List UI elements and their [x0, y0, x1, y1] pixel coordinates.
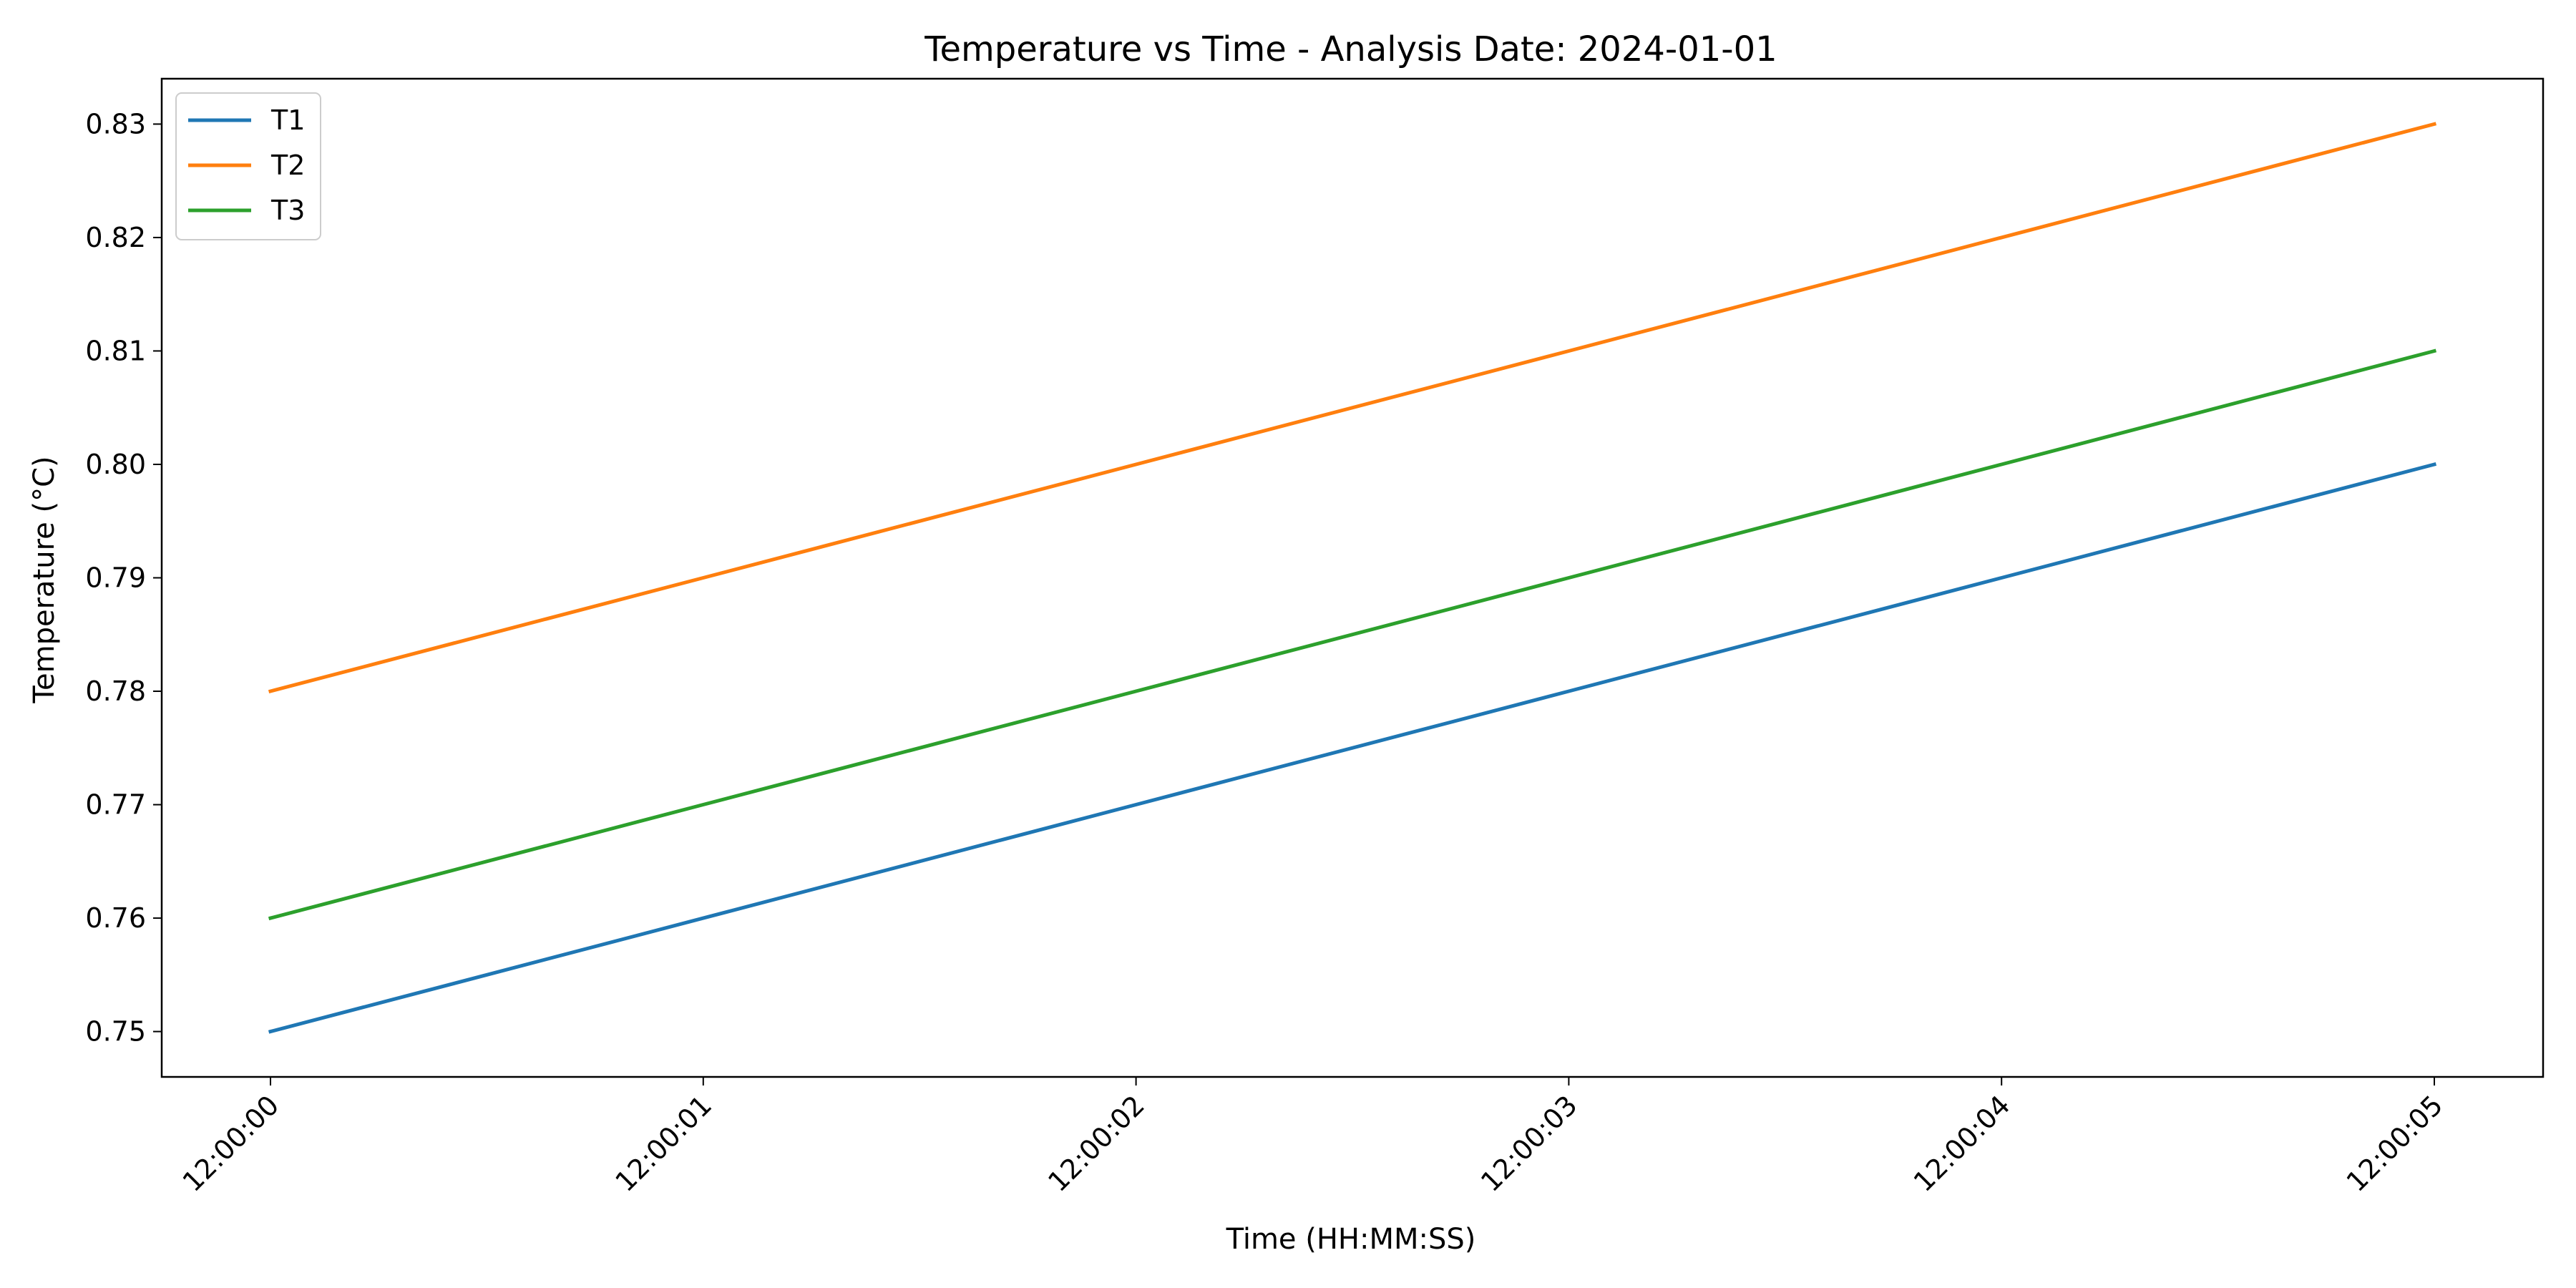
y-tick-label: 0.83 [85, 108, 146, 140]
y-tick-label: 0.76 [85, 902, 146, 934]
y-axis: 0.75 0.76 0.77 0.78 0.79 0.80 0.81 0.82 0.83 [85, 108, 162, 1048]
y-tick-label: 0.78 [85, 675, 146, 707]
y-axis-label: Temperature (°C) [28, 456, 61, 703]
series-line-t3 [268, 348, 2437, 921]
legend-label-t1: T1 [270, 104, 305, 136]
y-tick-label: 0.82 [85, 222, 146, 253]
legend-label-t3: T3 [270, 195, 305, 226]
series-line-t2 [268, 122, 2437, 694]
series-line-t1 [268, 462, 2437, 1034]
y-tick-label: 0.77 [85, 789, 146, 821]
series-lines [268, 122, 2437, 1034]
y-tick-label: 0.75 [85, 1016, 146, 1048]
x-axis-label: Time (HH:MM:SS) [1226, 1223, 1476, 1256]
legend-label-t2: T2 [270, 150, 305, 181]
legend: T1 T2 T3 [175, 92, 321, 240]
y-tick-label: 0.79 [85, 562, 146, 594]
chart-title: Temperature vs Time - Analysis Date: 202… [924, 29, 1777, 69]
y-tick-label: 0.81 [85, 335, 146, 366]
y-tick-label: 0.80 [85, 449, 146, 480]
